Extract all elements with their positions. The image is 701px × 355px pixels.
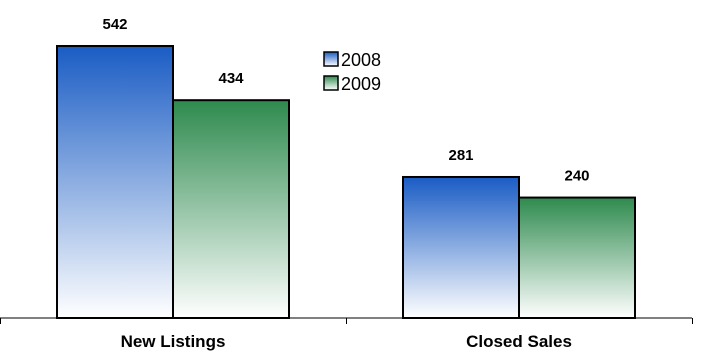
legend-swatch-2008 — [323, 51, 339, 67]
data-label: 240 — [564, 168, 589, 185]
data-label: 542 — [102, 16, 127, 33]
legend-swatch-2009 — [323, 75, 339, 91]
legend-label-2008: 2008 — [341, 50, 381, 70]
bar-closed-sales-2009 — [518, 196, 636, 319]
data-label: 434 — [218, 70, 244, 87]
bar-new-listings-2009 — [172, 99, 290, 319]
category-label: New Listings — [121, 332, 226, 351]
category-label: Closed Sales — [466, 332, 572, 351]
bars-layer — [56, 45, 636, 319]
legend: 2008 2009 — [323, 50, 381, 94]
x-axis: New Listings Closed Sales — [0, 317, 693, 351]
data-labels-layer: 542 434 281 240 — [102, 16, 589, 185]
legend-label-2009: 2009 — [341, 74, 381, 94]
bar-new-listings-2008 — [56, 45, 174, 319]
data-label: 281 — [448, 147, 473, 164]
bar-closed-sales-2008 — [402, 175, 520, 319]
